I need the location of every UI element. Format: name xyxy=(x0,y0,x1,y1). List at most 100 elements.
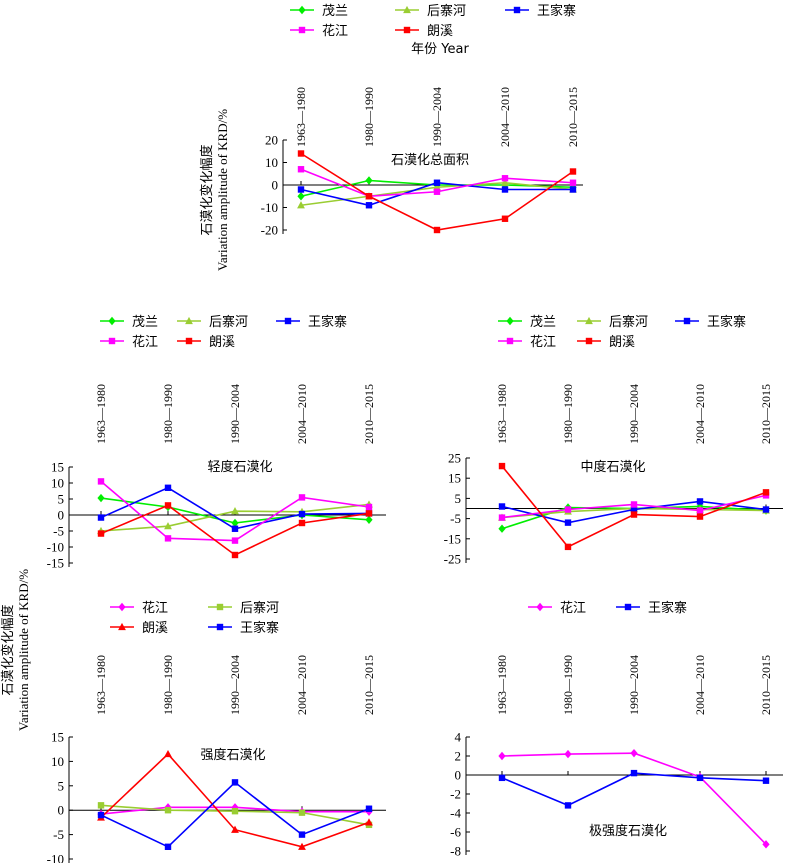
data-point xyxy=(498,751,506,761)
data-point xyxy=(97,530,105,537)
ylabel-cn-bottom: 石漠化变化幅度 xyxy=(0,604,16,695)
legend-swatch-marker xyxy=(185,316,193,325)
data-point xyxy=(762,506,770,513)
legend-swatch-marker xyxy=(185,337,193,345)
data-point xyxy=(696,507,704,514)
data-point xyxy=(231,825,239,833)
legend-item-花江: 花江 xyxy=(528,600,586,616)
data-point xyxy=(231,537,239,544)
data-point xyxy=(569,168,577,175)
legend-label: 后寨河 xyxy=(209,314,248,330)
legend-label: 王家寨 xyxy=(707,314,746,330)
data-point xyxy=(231,525,239,532)
legend-swatch-marker xyxy=(585,316,593,325)
data-point xyxy=(696,498,704,505)
data-point xyxy=(298,510,306,518)
data-point xyxy=(564,543,572,551)
legend-label: 花江 xyxy=(132,334,158,350)
data-point xyxy=(297,192,305,201)
x-tick-label: 1990—2004 xyxy=(228,655,242,715)
legend-label: 王家寨 xyxy=(537,3,576,19)
legend-swatch-marker xyxy=(506,337,514,345)
data-point xyxy=(501,215,509,222)
legend-item-茂兰: 茂兰 xyxy=(290,4,348,19)
ylabel-en-bottom: Variation amplitude of KRD/% xyxy=(16,569,31,731)
data-point xyxy=(564,749,572,759)
x-tick-label: 1990—2004 xyxy=(430,87,444,147)
y-tick-label: 0 xyxy=(272,178,279,193)
x-tick-label: 1980—1990 xyxy=(161,655,175,715)
data-point xyxy=(498,514,506,521)
data-point xyxy=(630,769,638,777)
legend-label: 朗溪 xyxy=(142,621,168,636)
series-王家寨 xyxy=(97,779,373,850)
legend-swatch-marker xyxy=(513,6,521,14)
data-point xyxy=(569,186,577,193)
x-tick-label: 2004—2010 xyxy=(295,384,309,444)
y-tick-label: -20 xyxy=(261,223,278,238)
data-point xyxy=(231,807,239,815)
legend-swatch-marker xyxy=(585,337,593,345)
y-tick-label: -10 xyxy=(47,540,64,555)
data-point xyxy=(164,502,172,509)
series-朗溪 xyxy=(297,150,577,234)
data-point xyxy=(630,506,638,513)
series-王家寨 xyxy=(498,498,770,526)
data-point xyxy=(630,501,638,508)
data-point xyxy=(97,478,105,485)
legend-swatch-marker xyxy=(624,603,632,611)
series-王家寨 xyxy=(498,769,770,809)
y-tick-label: -10 xyxy=(47,852,64,863)
x-tick-label: 1980—1990 xyxy=(161,384,175,444)
x-tick-label: 1990—2004 xyxy=(627,384,641,444)
data-point xyxy=(297,150,305,157)
legend-swatch-marker xyxy=(403,26,411,34)
x-tick-label: 1980—1990 xyxy=(561,655,575,715)
legend-item-王家寨: 王家寨 xyxy=(208,620,279,636)
x-tick-label: 2010—2015 xyxy=(362,655,376,715)
y-tick-label: 0 xyxy=(58,508,65,523)
x-tick-label: 2004—2010 xyxy=(693,384,707,444)
data-point xyxy=(297,186,305,193)
chart-title: 中度石漠化 xyxy=(580,459,645,475)
legend-swatch-marker xyxy=(683,317,691,325)
series-line xyxy=(100,752,370,848)
data-point xyxy=(569,179,577,186)
legend-item-茂兰: 茂兰 xyxy=(498,315,556,330)
y-tick-label: -25 xyxy=(444,552,461,567)
y-tick-label: -5 xyxy=(53,524,64,539)
data-point xyxy=(365,202,373,209)
data-point xyxy=(365,515,373,524)
data-point xyxy=(498,503,506,510)
data-point xyxy=(298,519,306,527)
ylabel-en-top: Variation amplitude of KRD/% xyxy=(215,109,230,271)
data-point xyxy=(564,802,572,809)
data-point xyxy=(564,506,572,513)
legend-swatch-marker xyxy=(118,602,126,612)
chart-title: 轻度石漠化 xyxy=(207,459,272,475)
data-point xyxy=(762,777,770,784)
y-tick-label: 2 xyxy=(455,749,462,764)
data-point xyxy=(564,519,572,526)
y-tick-label: 5 xyxy=(58,492,65,507)
legend-label: 花江 xyxy=(322,23,348,39)
data-point xyxy=(231,779,239,786)
legend-swatch-marker xyxy=(298,5,306,15)
legend: 花江 王家寨 xyxy=(528,600,687,616)
data-point xyxy=(498,774,506,782)
data-point xyxy=(365,193,373,200)
data-point xyxy=(762,489,770,496)
x-tick-label: 2010—2015 xyxy=(759,384,773,444)
data-point xyxy=(433,179,441,186)
data-point xyxy=(762,840,770,849)
y-tick-label: 15 xyxy=(448,471,461,486)
data-point xyxy=(231,507,239,515)
data-point xyxy=(365,176,373,185)
legend-label: 后寨河 xyxy=(427,3,466,19)
legend-item-后寨河: 后寨河 xyxy=(577,314,648,330)
x-tick-label: 1963—1980 xyxy=(495,384,509,444)
data-point xyxy=(433,188,441,195)
legend-swatch-marker xyxy=(506,316,514,326)
